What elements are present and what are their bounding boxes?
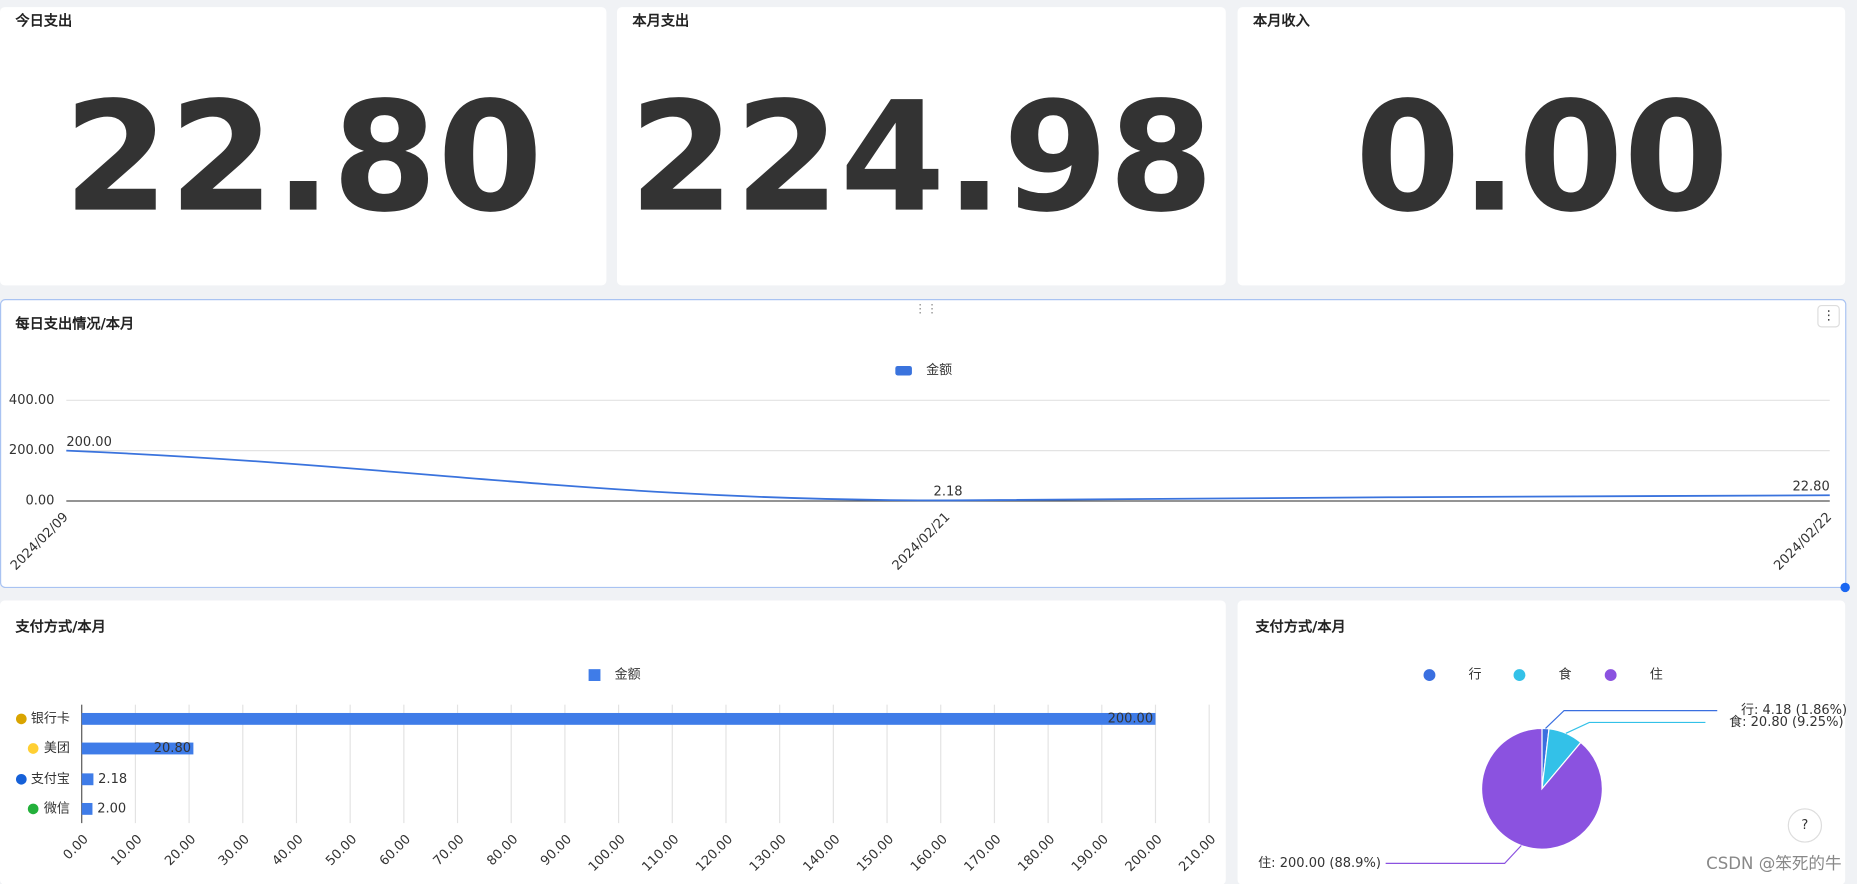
card	[0, 7, 607, 286]
bar	[81, 773, 94, 786]
data-label: 2.18	[98, 772, 127, 787]
y-tick-label: 银行卡	[31, 711, 70, 726]
legend-marker	[1513, 669, 1526, 681]
data-label: 200.00	[1108, 711, 1154, 726]
legend-marker	[588, 669, 601, 681]
card-title: 本月收入	[1253, 11, 1311, 29]
card-value: 22.80	[63, 69, 542, 246]
leader-line	[1565, 721, 1706, 734]
legend-label: 住	[1650, 668, 1663, 683]
y-tick-label: 200.00	[9, 443, 55, 458]
leader-line	[1545, 710, 1718, 729]
bar	[81, 802, 93, 815]
category-icon	[15, 773, 27, 785]
card-title: 今日支出	[14, 11, 72, 29]
bar-panel	[0, 600, 1226, 884]
category-icon	[27, 803, 39, 815]
data-label: 行: 4.18 (1.86%)	[1741, 703, 1847, 718]
menu-button[interactable]	[1817, 304, 1840, 328]
line-series	[66, 449, 1830, 502]
y-tick-label: 400.00	[9, 393, 55, 408]
legend-label: 行	[1469, 668, 1482, 683]
line-panel	[0, 299, 1847, 589]
card-value: 224.98	[629, 69, 1214, 246]
y-tick-label: 支付宝	[31, 772, 70, 787]
data-label: 住: 200.00 (88.9%)	[1258, 856, 1381, 871]
card	[617, 7, 1226, 286]
data-label: 食: 20.80 (9.25%)	[1729, 714, 1843, 730]
category-icon	[27, 743, 39, 754]
drag-handle[interactable]: ⋮⋮	[914, 302, 938, 316]
category-icon	[15, 713, 27, 725]
leader-line	[1385, 845, 1522, 864]
legend-label: 金额	[926, 362, 952, 378]
menu-icon: ⋮	[1822, 309, 1835, 324]
legend-marker	[895, 365, 912, 376]
card	[1237, 7, 1846, 286]
help-button[interactable]	[1787, 808, 1823, 843]
legend-label: 金额	[615, 667, 641, 683]
chart-title: 支付方式/本月	[15, 618, 105, 636]
resize-handle[interactable]	[1840, 582, 1850, 593]
pie-slice	[1480, 727, 1603, 850]
data-label: 2.18	[934, 485, 963, 500]
data-label: 200.00	[66, 435, 112, 450]
y-tick-label: 微信	[44, 801, 70, 816]
data-label: 20.80	[154, 741, 191, 756]
data-label: 2.00	[97, 801, 126, 816]
legend-label: 食	[1559, 667, 1572, 683]
help-icon: ?	[1801, 818, 1808, 833]
data-label: 22.80	[1792, 479, 1829, 494]
legend-marker	[1423, 669, 1436, 681]
watermark: CSDN @笨死的牛	[1706, 854, 1841, 873]
legend-marker	[1604, 669, 1617, 681]
y-tick-label: 0.00	[25, 493, 54, 508]
bar	[81, 712, 1156, 725]
card-value: 0.00	[1355, 69, 1729, 246]
bar	[81, 742, 194, 755]
chart-title: 支付方式/本月	[1255, 618, 1345, 636]
chart-title: 每日支出情况/本月	[15, 315, 134, 333]
card-title: 本月支出	[632, 11, 689, 29]
y-tick-label: 美团	[44, 741, 70, 756]
